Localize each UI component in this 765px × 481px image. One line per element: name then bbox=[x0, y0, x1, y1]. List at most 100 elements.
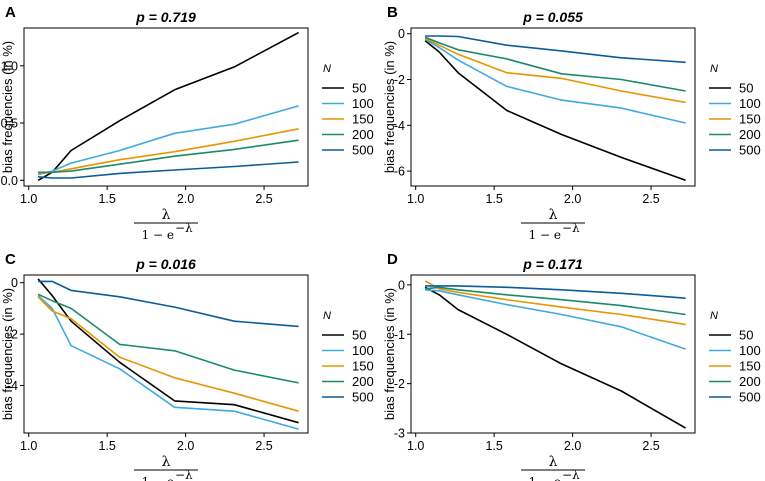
legend-label-500: 500 bbox=[739, 390, 761, 405]
x-axis-label-denominator: 1 − e bbox=[529, 475, 561, 481]
series-line-500 bbox=[38, 161, 299, 179]
legend-label-500: 500 bbox=[352, 390, 374, 405]
legend-label-100: 100 bbox=[739, 343, 761, 358]
panel-letter: C bbox=[5, 251, 16, 268]
legend-title: N bbox=[323, 310, 331, 322]
legend-title: N bbox=[710, 310, 718, 322]
legend-label-200: 200 bbox=[352, 374, 374, 389]
series-line-50 bbox=[424, 286, 686, 429]
y-axis-label: bias frequencies (in %) bbox=[0, 41, 15, 173]
x-tick-label: 1.0 bbox=[407, 192, 424, 206]
legend-label-50: 50 bbox=[739, 328, 753, 343]
legend-label-150: 150 bbox=[352, 359, 374, 374]
y-tick-label: -2 bbox=[394, 73, 405, 87]
y-tick-label: 0.5 bbox=[1, 117, 18, 131]
x-tick-label: 1.0 bbox=[20, 192, 37, 206]
legend-label-200: 200 bbox=[352, 127, 374, 142]
x-tick-label: 2.5 bbox=[642, 439, 659, 453]
chart-title: p = 0.016 bbox=[135, 256, 196, 272]
plot-frame bbox=[410, 274, 696, 434]
chart-title: p = 0.055 bbox=[522, 9, 583, 25]
series-line-200 bbox=[38, 139, 299, 174]
x-axis-label-numerator: λ bbox=[549, 207, 558, 223]
series-line-500 bbox=[425, 285, 686, 299]
legend-label-150: 150 bbox=[739, 359, 761, 374]
x-tick-label: 2.0 bbox=[177, 192, 194, 206]
y-tick-label: -1 bbox=[394, 328, 405, 342]
x-axis-label-denominator: 1 − e bbox=[142, 228, 174, 242]
series-line-50 bbox=[424, 39, 686, 182]
series-line-500 bbox=[425, 35, 686, 64]
panel-letter: B bbox=[387, 4, 398, 21]
y-tick-label: 0 bbox=[11, 276, 18, 290]
series-line-50 bbox=[37, 278, 299, 424]
legend-title: N bbox=[323, 63, 331, 75]
x-tick-label: 2.5 bbox=[255, 192, 272, 206]
legend-label-200: 200 bbox=[739, 374, 761, 389]
plot-frame bbox=[23, 27, 309, 187]
series-line-150 bbox=[424, 280, 686, 326]
x-tick-label: 2.0 bbox=[177, 439, 194, 453]
panel-letter: D bbox=[387, 251, 398, 268]
x-axis-label-exponent: −λ bbox=[175, 221, 193, 235]
chart-title: p = 0.719 bbox=[135, 9, 196, 25]
y-tick-label: -6 bbox=[394, 165, 405, 179]
y-tick-label: -3 bbox=[394, 427, 405, 441]
y-tick-label: -4 bbox=[7, 379, 18, 393]
y-tick-label: 1.0 bbox=[1, 59, 18, 73]
legend-label-100: 100 bbox=[352, 343, 374, 358]
panel-letter: A bbox=[5, 4, 16, 21]
x-axis-label-numerator: λ bbox=[162, 207, 171, 223]
x-axis-label-denominator: 1 − e bbox=[142, 475, 174, 481]
y-tick-label: 0.0 bbox=[1, 174, 18, 188]
x-axis-label-numerator: λ bbox=[162, 454, 171, 470]
x-tick-label: 1.0 bbox=[407, 439, 424, 453]
x-tick-label: 1.5 bbox=[98, 439, 115, 453]
x-tick-label: 1.0 bbox=[20, 439, 37, 453]
legend-label-50: 50 bbox=[739, 81, 753, 96]
legend-label-150: 150 bbox=[739, 112, 761, 127]
plot-frame bbox=[23, 274, 309, 434]
y-tick-label: 0 bbox=[398, 278, 405, 292]
series-line-500 bbox=[38, 280, 299, 328]
y-tick-label: 0 bbox=[398, 27, 405, 41]
x-tick-label: 2.5 bbox=[255, 439, 272, 453]
x-tick-label: 2.5 bbox=[642, 192, 659, 206]
legend-label-100: 100 bbox=[739, 96, 761, 111]
legend-label-500: 500 bbox=[352, 143, 374, 158]
series-line-100 bbox=[424, 38, 686, 124]
series-line-150 bbox=[424, 37, 686, 104]
y-axis-label: bias frequencies (in %) bbox=[382, 288, 397, 420]
series-line-100 bbox=[37, 295, 299, 430]
x-axis-label-exponent: −λ bbox=[562, 468, 580, 481]
x-tick-label: 1.5 bbox=[485, 439, 502, 453]
series-line-200 bbox=[424, 36, 686, 92]
x-tick-label: 2.0 bbox=[564, 439, 581, 453]
y-tick-label: -4 bbox=[394, 119, 405, 133]
x-axis-label-numerator: λ bbox=[549, 454, 558, 470]
series-line-100 bbox=[37, 105, 299, 176]
legend-label-150: 150 bbox=[352, 112, 374, 127]
legend-label-200: 200 bbox=[739, 127, 761, 142]
y-axis-label: bias frequencies (in %) bbox=[0, 288, 15, 420]
chart-title: p = 0.171 bbox=[522, 256, 583, 272]
y-axis-label: bias frequencies (in %) bbox=[382, 41, 397, 173]
plot-frame bbox=[410, 27, 696, 187]
series-line-150 bbox=[37, 296, 299, 412]
legend-label-100: 100 bbox=[352, 96, 374, 111]
y-tick-label: -2 bbox=[7, 328, 18, 342]
legend-label-50: 50 bbox=[352, 328, 366, 343]
series-line-200 bbox=[37, 293, 299, 384]
legend-title: N bbox=[710, 63, 718, 75]
x-tick-label: 2.0 bbox=[564, 192, 581, 206]
y-tick-label: -2 bbox=[394, 377, 405, 391]
series-line-50 bbox=[37, 31, 299, 181]
x-axis-label-exponent: −λ bbox=[175, 468, 193, 481]
x-axis-label-exponent: −λ bbox=[562, 221, 580, 235]
x-tick-label: 1.5 bbox=[98, 192, 115, 206]
